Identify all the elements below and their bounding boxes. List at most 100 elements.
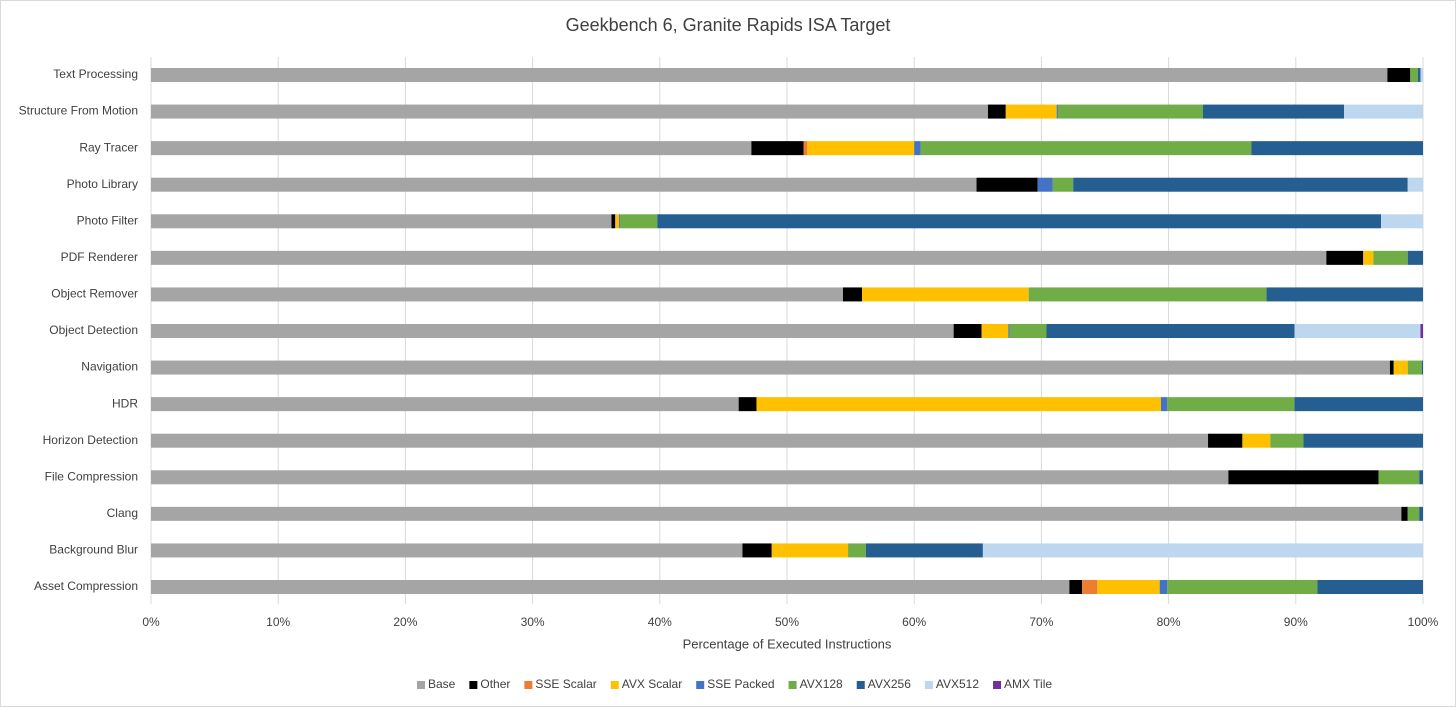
bar-segment bbox=[1242, 433, 1271, 448]
bar-segment bbox=[1294, 324, 1421, 338]
bar-segment bbox=[619, 214, 621, 229]
y-tick-label: Ray Tracer bbox=[79, 140, 138, 154]
bar-segment bbox=[1046, 324, 1295, 338]
bar-segment bbox=[1407, 250, 1423, 265]
bar-segment bbox=[1419, 470, 1423, 485]
bar-segment bbox=[987, 104, 1006, 119]
bar-segment bbox=[151, 397, 739, 412]
bar-segment bbox=[1160, 397, 1168, 412]
bar-segment bbox=[807, 141, 915, 156]
bar-segment bbox=[1251, 141, 1423, 156]
x-axis-title: Percentage of Executed Instructions bbox=[683, 636, 892, 651]
bar-segment bbox=[742, 543, 772, 558]
bar-segment bbox=[1005, 104, 1057, 119]
bar-segment bbox=[976, 177, 1038, 192]
y-tick-label: Object Detection bbox=[49, 323, 138, 337]
bar-segment bbox=[1407, 177, 1423, 192]
bar-segment bbox=[1270, 433, 1304, 448]
legend-label: Other bbox=[480, 677, 510, 691]
bar-segment bbox=[620, 214, 658, 229]
bar-segment bbox=[1373, 250, 1408, 265]
bar-segment bbox=[1421, 360, 1423, 375]
bar-segment bbox=[1407, 360, 1422, 375]
bar-segment bbox=[1028, 287, 1267, 302]
bar-segment bbox=[151, 580, 1070, 594]
bar-segment bbox=[914, 141, 921, 156]
bar-segment bbox=[657, 214, 1382, 229]
bar-segment bbox=[1082, 580, 1098, 594]
y-tick-label: Navigation bbox=[81, 360, 138, 374]
bar-segment bbox=[756, 397, 1161, 412]
legend-label: AVX128 bbox=[800, 677, 843, 691]
bar-segment bbox=[1159, 580, 1168, 594]
legend-swatch bbox=[469, 681, 478, 689]
x-tick-label: 10% bbox=[266, 615, 290, 629]
bar-segment bbox=[1317, 580, 1423, 594]
y-tick-label: Asset Compression bbox=[34, 579, 138, 593]
bar-segment bbox=[151, 324, 954, 338]
bar-segment bbox=[1420, 68, 1423, 82]
legend-label: AVX Scalar bbox=[622, 677, 682, 691]
chart-title: Geekbench 6, Granite Rapids ISA Target bbox=[566, 15, 891, 35]
bar-segment bbox=[611, 214, 616, 229]
bar-segment bbox=[151, 104, 988, 119]
x-tick-label: 20% bbox=[393, 615, 417, 629]
bar-segment bbox=[1052, 177, 1074, 192]
bar-segment bbox=[1326, 250, 1364, 265]
bar-segment bbox=[151, 360, 1390, 375]
bar-segment bbox=[151, 68, 1388, 82]
y-tick-label: Horizon Detection bbox=[43, 433, 138, 447]
bar-segment bbox=[151, 141, 752, 156]
x-tick-label: 100% bbox=[1408, 615, 1439, 629]
bar-segment bbox=[1073, 177, 1408, 192]
x-tick-label: 40% bbox=[648, 615, 672, 629]
bar-segment bbox=[1167, 397, 1295, 412]
bar-segment bbox=[151, 543, 743, 558]
bar-segment bbox=[1009, 324, 1047, 338]
y-tick-label: Object Remover bbox=[51, 287, 138, 301]
y-tick-label: PDF Renderer bbox=[61, 250, 138, 264]
bar-segment bbox=[1344, 104, 1423, 119]
y-tick-label: Clang bbox=[107, 506, 138, 520]
legend-swatch bbox=[856, 681, 865, 689]
bar-segment bbox=[803, 141, 808, 156]
bar-segment bbox=[842, 287, 863, 302]
bar-segment bbox=[848, 543, 866, 558]
legend-label: SSE Scalar bbox=[535, 677, 596, 691]
bar-segment bbox=[1069, 580, 1083, 594]
bar-segment bbox=[615, 214, 620, 229]
bar-segment bbox=[151, 506, 1402, 521]
x-tick-label: 80% bbox=[1157, 615, 1181, 629]
legend-label: SSE Packed bbox=[707, 677, 774, 691]
bar-segment bbox=[1266, 287, 1423, 302]
x-tick-label: 50% bbox=[775, 615, 799, 629]
x-tick-label: 0% bbox=[142, 615, 160, 629]
legend-swatch bbox=[993, 681, 1002, 689]
bar-segment bbox=[151, 470, 1229, 485]
x-tick-label: 60% bbox=[902, 615, 926, 629]
bar-segment bbox=[1378, 470, 1420, 485]
bar-segment bbox=[151, 177, 977, 192]
legend-swatch bbox=[696, 681, 705, 689]
bar-segment bbox=[862, 287, 1029, 302]
y-tick-label: HDR bbox=[112, 396, 138, 410]
bar-segment bbox=[1407, 506, 1420, 521]
bar-segment bbox=[1167, 580, 1318, 594]
legend-swatch bbox=[788, 681, 797, 689]
bar-segment bbox=[1387, 68, 1411, 82]
legend-swatch bbox=[610, 681, 619, 689]
y-tick-label: Text Processing bbox=[53, 67, 138, 81]
legend-label: Base bbox=[428, 677, 456, 691]
bar-segment bbox=[1420, 324, 1423, 338]
bar-segment bbox=[1363, 250, 1374, 265]
bar-segment bbox=[920, 141, 1252, 156]
y-tick-label: Photo Library bbox=[67, 177, 138, 191]
bar-segment bbox=[1037, 177, 1053, 192]
bar-segment bbox=[1208, 433, 1243, 448]
bar-segment bbox=[1419, 506, 1423, 521]
bar-segment bbox=[1303, 433, 1423, 448]
bar-segment bbox=[1294, 397, 1423, 412]
bar-segment bbox=[865, 543, 983, 558]
bar-segment bbox=[1401, 506, 1408, 521]
